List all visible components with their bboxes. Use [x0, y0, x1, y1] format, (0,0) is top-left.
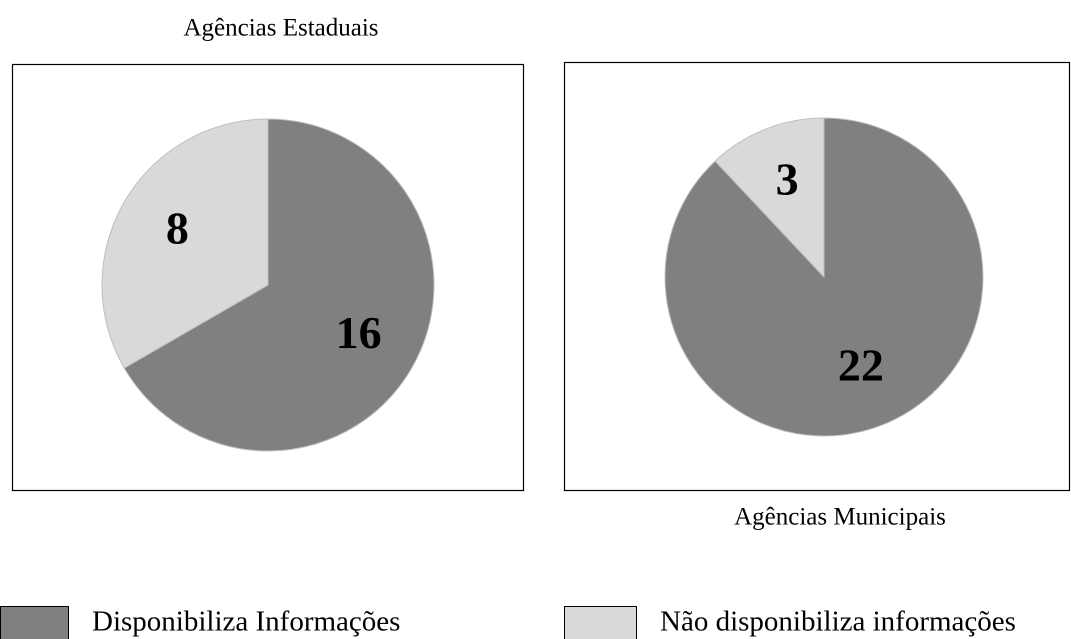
chart-title: Agências Municipais [734, 504, 946, 531]
data-label: 22 [838, 340, 884, 391]
pie-slice [714, 117, 825, 279]
pie-slice [123, 118, 435, 452]
legend-swatch [564, 606, 637, 639]
legend-swatch [0, 606, 69, 639]
chart-title: Agências Estaduais [183, 15, 378, 42]
data-label: 3 [776, 153, 799, 204]
legend-text: Não disponibiliza informações [660, 606, 1016, 638]
data-label: 8 [166, 202, 189, 253]
pie-slice [101, 118, 269, 369]
data-label: 16 [336, 307, 382, 358]
legend-text: Disponibiliza Informações [92, 606, 400, 638]
